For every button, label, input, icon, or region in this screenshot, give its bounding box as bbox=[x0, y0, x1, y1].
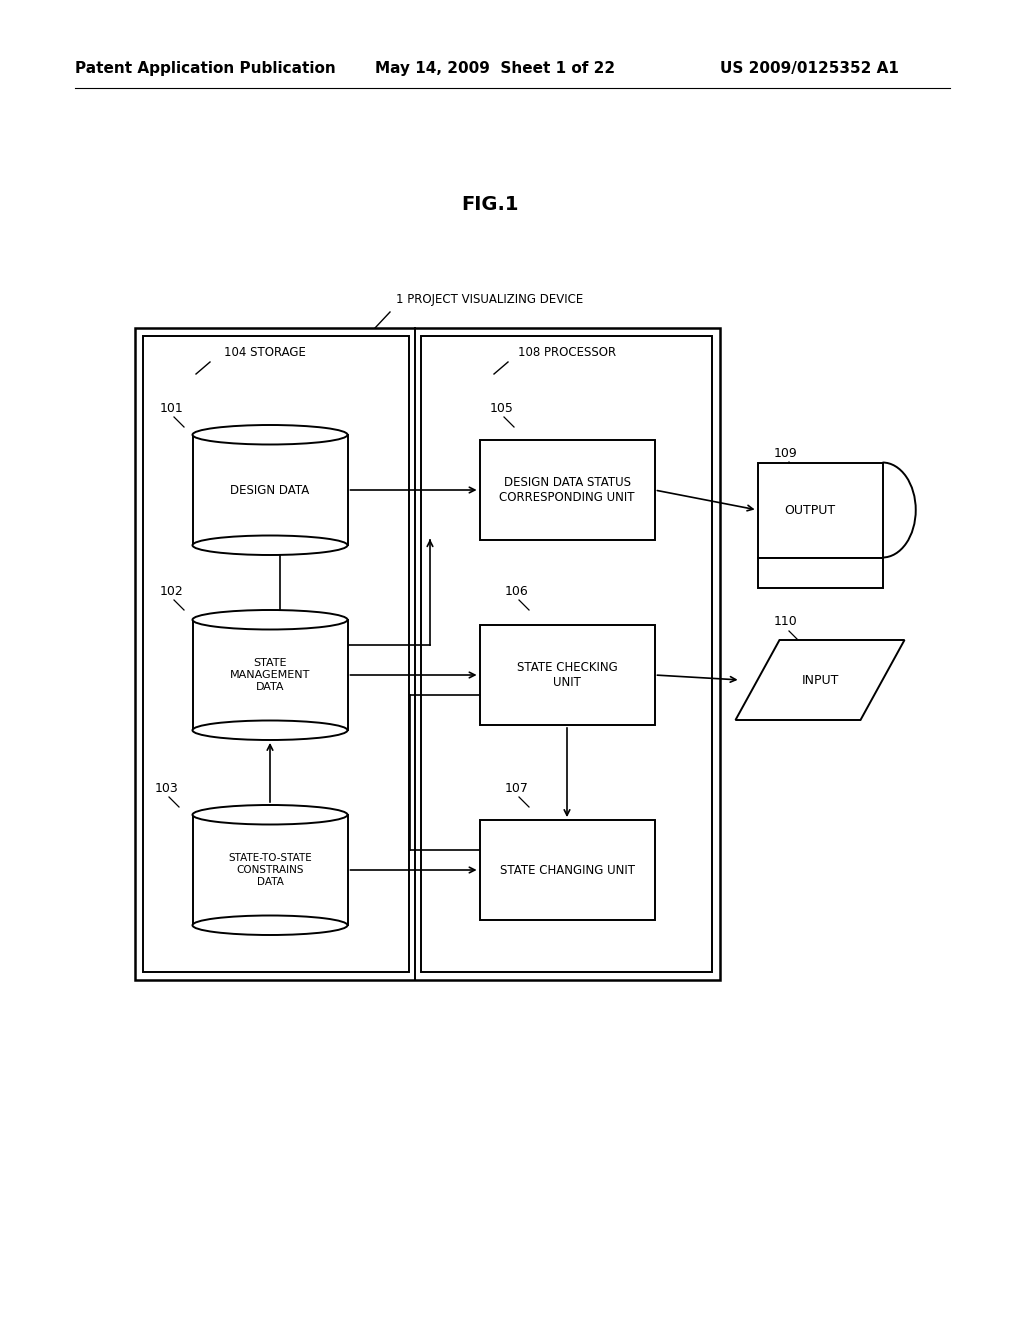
Text: 103: 103 bbox=[155, 781, 179, 795]
Ellipse shape bbox=[193, 536, 347, 554]
Text: 108 PROCESSOR: 108 PROCESSOR bbox=[518, 346, 616, 359]
Text: INPUT: INPUT bbox=[802, 673, 839, 686]
Text: 104 STORAGE: 104 STORAGE bbox=[224, 346, 306, 359]
Ellipse shape bbox=[193, 805, 347, 825]
Text: 110: 110 bbox=[774, 615, 798, 628]
Text: May 14, 2009  Sheet 1 of 22: May 14, 2009 Sheet 1 of 22 bbox=[375, 61, 615, 75]
Text: OUTPUT: OUTPUT bbox=[784, 503, 836, 516]
Text: 102: 102 bbox=[160, 585, 183, 598]
Bar bbox=[479, 820, 654, 920]
Text: DESIGN DATA: DESIGN DATA bbox=[230, 483, 309, 496]
Text: STATE CHECKING
UNIT: STATE CHECKING UNIT bbox=[517, 661, 617, 689]
Bar bbox=[135, 327, 720, 979]
Ellipse shape bbox=[193, 916, 347, 935]
Text: 106: 106 bbox=[505, 585, 528, 598]
Bar bbox=[193, 620, 347, 730]
Text: DESIGN DATA STATUS
CORRESPONDING UNIT: DESIGN DATA STATUS CORRESPONDING UNIT bbox=[500, 477, 635, 504]
Text: 107: 107 bbox=[505, 781, 528, 795]
Text: Patent Application Publication: Patent Application Publication bbox=[75, 61, 336, 75]
Bar bbox=[193, 434, 347, 545]
Text: US 2009/0125352 A1: US 2009/0125352 A1 bbox=[720, 61, 899, 75]
Bar bbox=[758, 462, 883, 557]
Text: 1 PROJECT VISUALIZING DEVICE: 1 PROJECT VISUALIZING DEVICE bbox=[396, 293, 584, 306]
Ellipse shape bbox=[193, 721, 347, 741]
Text: FIG.1: FIG.1 bbox=[461, 195, 519, 214]
Text: STATE
MANAGEMENT
DATA: STATE MANAGEMENT DATA bbox=[229, 659, 310, 692]
Bar bbox=[421, 337, 712, 972]
Text: 109: 109 bbox=[774, 447, 798, 459]
Text: STATE-TO-STATE
CONSTRAINS
DATA: STATE-TO-STATE CONSTRAINS DATA bbox=[228, 854, 312, 887]
Text: 105: 105 bbox=[490, 403, 514, 414]
Polygon shape bbox=[735, 640, 904, 719]
Text: STATE CHANGING UNIT: STATE CHANGING UNIT bbox=[500, 863, 635, 876]
Ellipse shape bbox=[193, 610, 347, 630]
Text: 101: 101 bbox=[160, 403, 183, 414]
Bar bbox=[479, 624, 654, 725]
Ellipse shape bbox=[193, 425, 347, 445]
Bar bbox=[193, 814, 347, 925]
Bar bbox=[143, 337, 409, 972]
Bar bbox=[758, 557, 883, 587]
Bar bbox=[479, 440, 654, 540]
